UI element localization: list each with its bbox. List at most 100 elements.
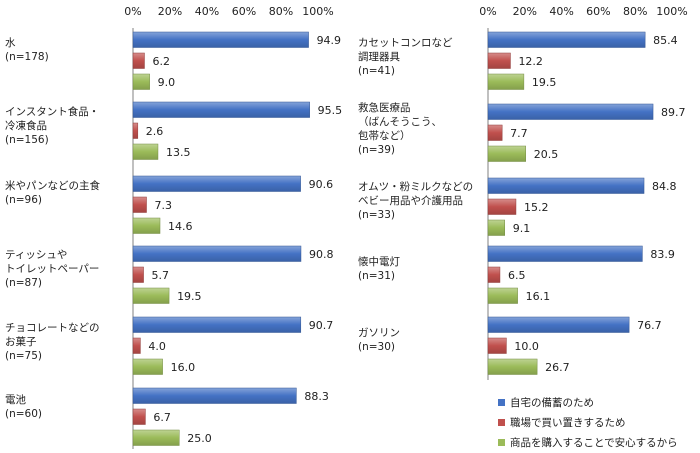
bar-2 xyxy=(132,408,146,425)
data-label: 76.7 xyxy=(637,319,662,332)
x-tick-label: 60% xyxy=(232,5,256,18)
data-label: 20.5 xyxy=(534,148,559,161)
data-label: 85.4 xyxy=(653,34,678,47)
x-tick-label: 0% xyxy=(479,5,496,18)
data-label: 10.0 xyxy=(514,340,539,353)
bar-1 xyxy=(487,177,645,194)
category-label: お菓子 xyxy=(5,336,37,348)
category-label: 包帯など） xyxy=(358,129,411,142)
data-label: 94.9 xyxy=(317,34,342,47)
legend-label: 自宅の備蓄のため xyxy=(510,396,594,409)
bar-1 xyxy=(132,101,310,118)
bar-3 xyxy=(132,429,180,446)
bar-3 xyxy=(487,219,505,236)
data-label: 26.7 xyxy=(545,361,570,374)
bar-3 xyxy=(132,143,159,160)
x-tick-label: 100% xyxy=(302,5,333,18)
data-label: 19.5 xyxy=(532,76,557,89)
data-label: 6.2 xyxy=(152,55,170,68)
category-label: 水 xyxy=(5,37,16,49)
category-label: (n=33) xyxy=(358,209,395,221)
category-label: 冷凍食品 xyxy=(5,119,47,132)
data-label: 6.5 xyxy=(508,269,525,282)
category-label: カセットコンロなど xyxy=(358,37,453,49)
bar-2 xyxy=(132,196,147,213)
category-label: 米やパンなどの主食 xyxy=(5,179,101,192)
x-tick-label: 40% xyxy=(549,5,573,18)
category-label: (n=96) xyxy=(5,194,42,206)
data-label: 9.1 xyxy=(513,222,531,235)
x-tick-label: 40% xyxy=(195,5,219,18)
x-tick-label: 20% xyxy=(513,5,537,18)
data-label: 25.0 xyxy=(187,432,212,445)
data-label: 89.7 xyxy=(661,106,686,119)
category-label: ガソリン xyxy=(358,327,400,339)
data-label: 95.5 xyxy=(318,104,343,117)
category-label: (n=156) xyxy=(5,134,49,146)
legend-swatch xyxy=(498,399,505,406)
data-label: 13.5 xyxy=(166,146,191,159)
bar-2 xyxy=(132,122,139,139)
bar-1 xyxy=(132,175,301,192)
category-label: トイレットペーパー xyxy=(5,263,99,275)
data-label: 4.0 xyxy=(148,340,166,353)
x-tick-label: 60% xyxy=(586,5,610,18)
category-label: 懐中電灯 xyxy=(358,255,400,268)
x-tick-label: 100% xyxy=(656,5,687,18)
data-label: 2.6 xyxy=(146,125,164,138)
data-label: 90.8 xyxy=(309,248,334,261)
data-label: 7.7 xyxy=(510,127,527,140)
bar-1 xyxy=(132,245,302,262)
category-label: (n=39) xyxy=(358,144,395,156)
category-label: (n=75) xyxy=(5,350,42,362)
category-label: チョコレートなどの xyxy=(5,322,100,334)
legend-label: 職場で買い置きするため xyxy=(510,416,626,429)
category-label: 電池 xyxy=(5,393,26,406)
bar-3 xyxy=(132,358,163,375)
legend-swatch xyxy=(498,419,505,426)
category-label: ティッシュや xyxy=(5,249,67,261)
bar-2 xyxy=(132,337,141,354)
bar-2 xyxy=(487,198,517,215)
bar-3 xyxy=(487,358,538,375)
data-label: 12.2 xyxy=(518,55,543,68)
data-label: 19.5 xyxy=(177,290,202,303)
category-label: (n=178) xyxy=(5,51,49,63)
data-label: 90.6 xyxy=(309,178,334,191)
bar-1 xyxy=(487,31,646,48)
data-label: 16.1 xyxy=(526,290,551,303)
legend-label: 商品を購入することで安心するから xyxy=(510,436,678,449)
data-label: 84.8 xyxy=(652,180,677,193)
x-tick-label: 20% xyxy=(158,5,182,18)
category-label: (n=60) xyxy=(5,408,42,420)
bar-3 xyxy=(487,145,526,162)
bar-3 xyxy=(132,217,161,234)
bar-3 xyxy=(487,287,518,304)
chart-panel-left: 0% 20% 40% 60% 80% 100% 水 (n=178) 94.9 6.2 9.0 インスタ… xyxy=(5,5,342,449)
data-label: 14.6 xyxy=(168,220,193,233)
data-label: 6.7 xyxy=(153,411,171,424)
data-label: 5.7 xyxy=(152,269,170,282)
bar-1 xyxy=(487,245,643,262)
bar-3 xyxy=(132,73,150,90)
bar-2 xyxy=(487,124,503,141)
data-label: 15.2 xyxy=(524,201,549,214)
bar-2 xyxy=(132,266,144,283)
category-label: ベビー用品や介護用品 xyxy=(358,194,463,207)
category-label: (n=30) xyxy=(358,341,395,353)
bar-2 xyxy=(487,266,501,283)
data-label: 7.3 xyxy=(155,199,173,212)
category-label: オムツ・粉ミルクなどの xyxy=(358,180,473,193)
category-label: 救急医療品 xyxy=(358,101,411,114)
bar-3 xyxy=(132,287,170,304)
data-label: 83.9 xyxy=(650,248,675,261)
data-label: 16.0 xyxy=(171,361,196,374)
bar-1 xyxy=(132,387,297,404)
category-label: （ばんそうこう、 xyxy=(358,116,442,128)
legend-swatch xyxy=(498,439,505,446)
bar-2 xyxy=(132,52,145,69)
bar-1 xyxy=(132,31,309,48)
